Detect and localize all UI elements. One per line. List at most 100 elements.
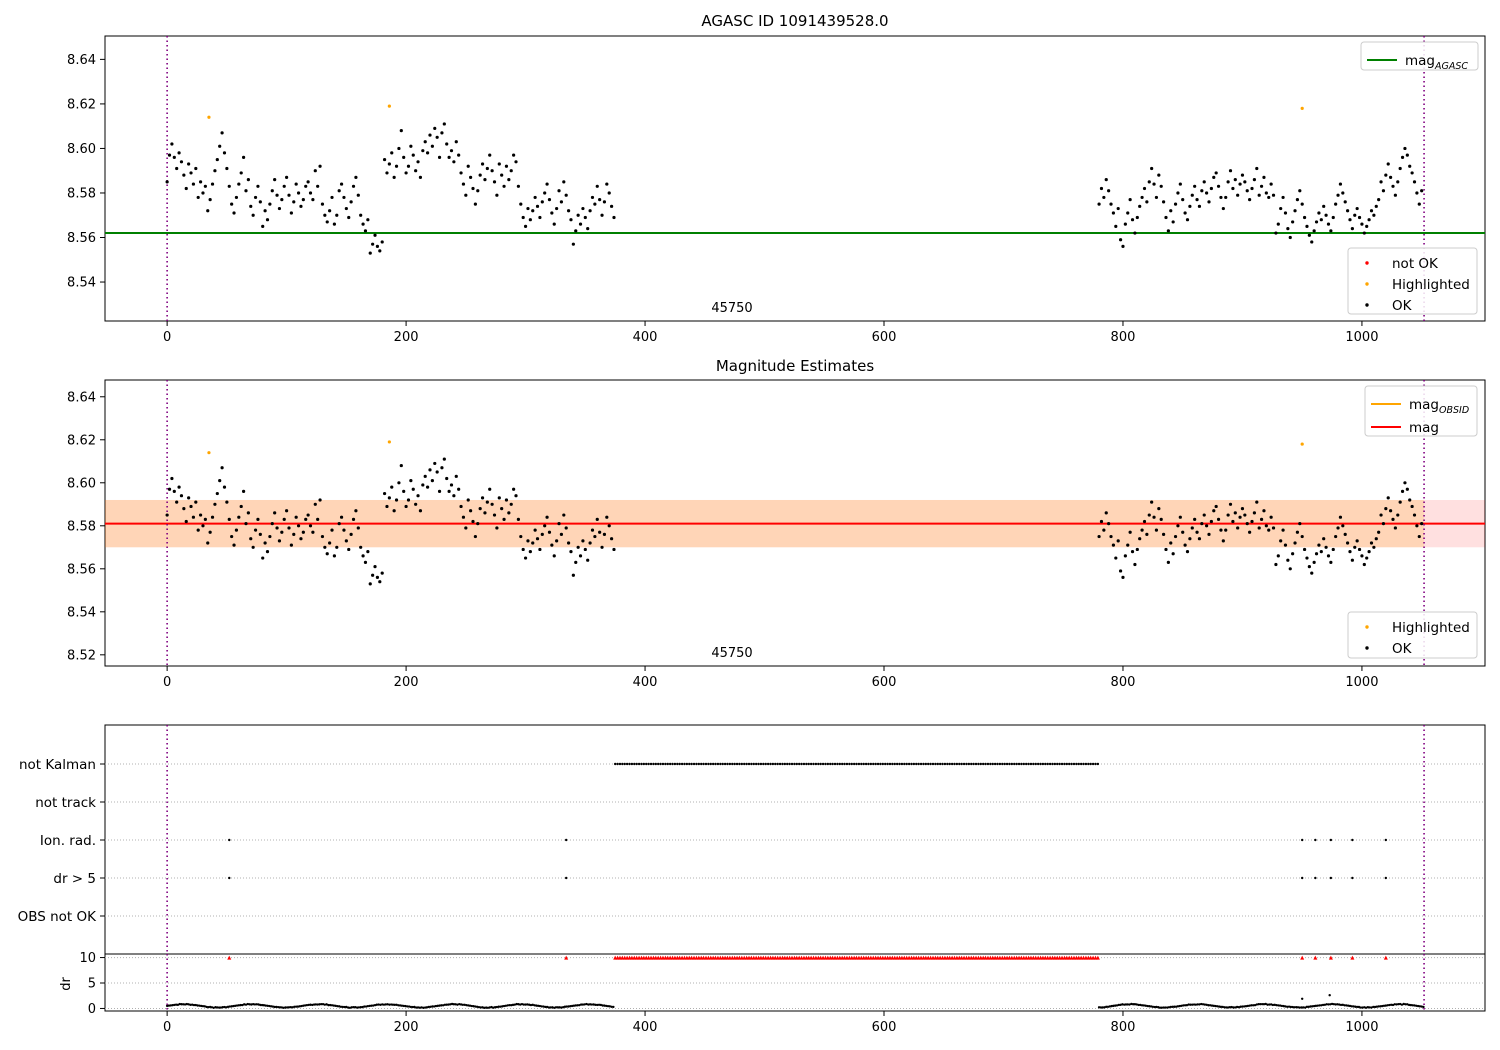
ok-point [375,575,380,580]
dr-point [1108,1005,1112,1008]
dr-point [208,1005,212,1009]
flag-point [1329,838,1333,842]
ok-point [325,220,329,224]
dr-point [1217,1005,1221,1008]
flag-point [659,762,662,766]
ok-point [1343,532,1347,536]
dr-point [284,1006,287,1009]
ok-point [249,537,253,541]
flag-point [1060,762,1064,766]
dr-point [422,1006,425,1010]
flag-point [948,762,951,766]
ok-point [210,182,215,186]
ok-point [538,547,542,552]
ok-point [425,151,430,155]
dr-point [501,1005,504,1008]
ok-point [1369,541,1374,545]
ok-point [1147,180,1151,184]
dr-point [286,1006,289,1009]
dr-point [1135,1003,1138,1006]
ok-point [371,573,375,577]
ok-point [189,504,193,509]
ok-point [1240,173,1245,177]
ok-point [1185,550,1190,554]
dr-point [1295,1005,1298,1009]
ok-point [1357,215,1362,220]
dr-point [262,1004,266,1007]
ok-point [1233,178,1237,182]
ok-point [1312,229,1316,233]
y-tick-label: 8.56 [67,562,96,577]
dr-point [420,1006,423,1009]
dr-point [540,1005,543,1008]
dr-point [1418,1005,1422,1008]
ok-point [1219,528,1223,532]
ok-point [545,182,549,186]
dr-point [1289,1005,1293,1009]
dr-point [424,1006,427,1009]
ok-point [215,157,219,162]
flag-point [1070,762,1073,766]
ok-point [1250,186,1254,191]
flag-point [1351,838,1354,842]
dr-point [492,1006,495,1009]
dr-point [309,1003,312,1006]
ok-point [1381,522,1386,526]
ok-point [380,240,384,244]
dr-point [207,1005,210,1009]
flag-point [714,762,717,766]
dr-point [570,1004,574,1008]
ok-point [485,166,489,171]
flag-point [721,762,724,766]
ok-point [371,242,375,246]
ok-point [175,166,179,171]
dr-point [1160,1006,1164,1009]
dr-point [201,1004,205,1008]
flag-point [628,762,631,766]
dr-point [1361,1006,1364,1009]
ok-point [213,169,217,173]
ok-point [1329,560,1333,564]
dr-point [1235,1005,1239,1009]
ok-point [1195,530,1199,534]
dr-point [1110,1004,1113,1008]
dr-point [1164,1006,1167,1009]
ok-point [1152,182,1156,186]
ok-point [1126,543,1130,547]
dr-point [1366,1006,1370,1009]
dr-point [597,1003,601,1006]
ok-point [557,189,561,193]
ok-point [285,509,289,513]
flag-point [848,762,851,766]
ok-point [382,157,387,162]
dr-point [1114,1004,1117,1007]
ok-point [366,218,370,222]
ok-point [366,550,370,554]
dr-point [479,1006,482,1009]
flag-point [621,762,624,766]
dr-point [1311,1005,1314,1008]
ok-point [1145,200,1149,204]
ok-point [1400,489,1405,493]
ok-point [1283,543,1288,547]
dr-point [608,1005,612,1008]
ok-point [588,209,592,213]
ok-point [543,191,547,195]
flag-point [647,762,650,766]
ok-point [447,489,451,493]
legend-label: mag [1409,420,1439,436]
flag-point [1384,876,1388,880]
dr-clipped-markers [227,955,1388,960]
ok-point [457,153,461,157]
legend-box [1360,41,1479,71]
ok-point [425,485,430,489]
ok-point [311,198,315,202]
ok-point [1362,231,1366,235]
flag-point [807,762,810,766]
ok-point [268,534,272,539]
flag-point [915,762,918,766]
flag-point [700,762,703,766]
ok-point [1111,543,1116,547]
dr-point [1212,1004,1215,1008]
dr-point [380,1003,384,1006]
